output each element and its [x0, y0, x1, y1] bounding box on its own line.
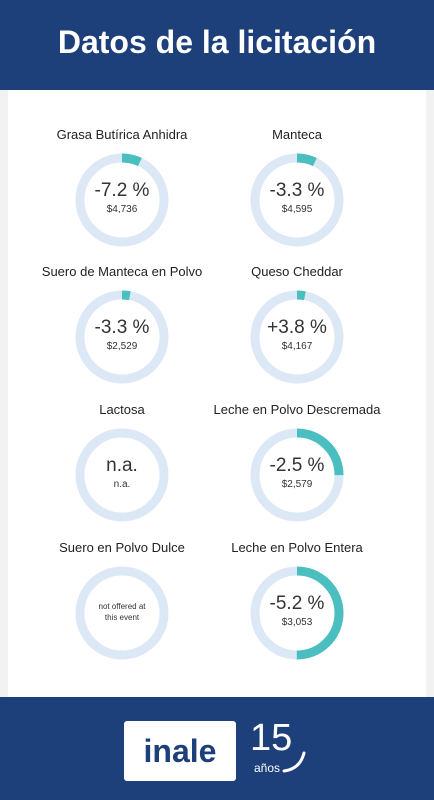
gauge-center: -3.3 % $4,595: [247, 180, 347, 215]
gauge-center: +3.8 % $4,167: [247, 317, 347, 352]
change: +3.8 %: [267, 317, 327, 338]
change: -3.3 %: [269, 180, 325, 201]
gauge-arc: [75, 290, 169, 384]
gauge-arc: [250, 153, 344, 247]
price: n.a.: [113, 479, 131, 490]
item-label: Grasa Butírica Anhidra: [56, 127, 188, 142]
gauge-center: -3.3 % $2,529: [72, 317, 172, 352]
note: not offered at this event: [98, 602, 146, 622]
item-label: Suero de Manteca en Polvo: [41, 264, 203, 279]
gauge: [250, 428, 344, 522]
gauge-center: n.a. n.a.: [72, 455, 172, 490]
gauge: [75, 428, 169, 522]
item-label: Lactosa: [99, 402, 145, 417]
logo-box: inale: [124, 721, 236, 781]
gauge-arc: [250, 428, 344, 522]
change: -3.3 %: [94, 317, 150, 338]
gauge-center: -2.5 % $2,579: [247, 455, 347, 490]
gauge: [250, 153, 344, 247]
gauge-center: -7.2 % $4,736: [72, 180, 172, 215]
gauge: [250, 566, 344, 660]
gauge-center: not offered at this event: [72, 601, 172, 623]
gauge: [250, 290, 344, 384]
gauge: [75, 566, 169, 660]
gauge: [75, 290, 169, 384]
gauge-arc: [250, 290, 344, 384]
gauge-center: -5.2 % $3,053: [247, 593, 347, 628]
logo: inale: [143, 733, 217, 769]
years-word: años: [254, 761, 281, 775]
price: $4,736: [106, 204, 138, 215]
item-label: Suero en Polvo Dulce: [59, 540, 185, 555]
gauge-arc: [75, 153, 169, 247]
change: -5.2 %: [269, 593, 325, 614]
change: -7.2 %: [94, 180, 150, 201]
item-label: Queso Cheddar: [251, 264, 343, 279]
title: Datos de la licitación: [57, 24, 377, 60]
item-label: Leche en Polvo Entera: [231, 540, 363, 555]
price: $2,529: [106, 341, 138, 352]
change: n.a.: [106, 455, 138, 476]
change: -2.5 %: [269, 455, 325, 476]
card: [8, 90, 426, 697]
footer: inale 15 años: [0, 697, 434, 800]
gauge-track: [75, 428, 169, 522]
price: $4,167: [281, 341, 313, 352]
price: $3,053: [281, 617, 313, 628]
header: Datos de la licitación: [0, 0, 434, 90]
price: $2,579: [281, 479, 313, 490]
gauge: [75, 153, 169, 247]
gauge-track: [75, 566, 169, 660]
logo-swoosh: [282, 751, 306, 773]
item-label: Manteca: [272, 127, 322, 142]
gauge-arc: [250, 566, 344, 660]
price: $4,595: [281, 204, 313, 215]
item-label: Leche en Polvo Descremada: [213, 402, 381, 417]
years: 15: [250, 717, 293, 759]
